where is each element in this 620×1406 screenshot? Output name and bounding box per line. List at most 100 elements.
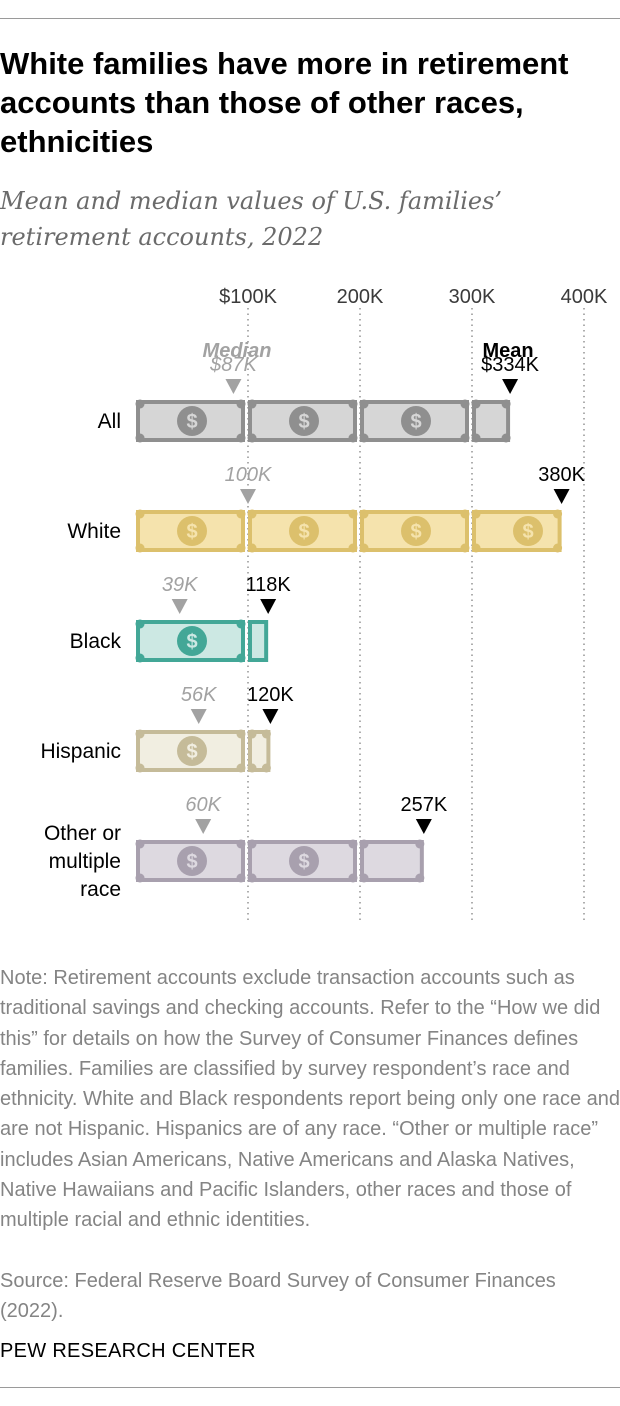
- row-0: All $ $ $ $87K $334K: [98, 354, 540, 443]
- bill-corner: [471, 433, 481, 443]
- category-label: race: [80, 878, 121, 901]
- dollar-coin-icon: [289, 406, 319, 436]
- bill-corner: [359, 399, 369, 409]
- dollar-coin-icon: [401, 516, 431, 546]
- tick-label-1: 200K: [337, 286, 384, 308]
- bill-corner: [359, 839, 369, 849]
- bill-corner: [236, 873, 246, 883]
- chart-subtitle: Mean and median values of U.S. families’…: [0, 187, 503, 251]
- dollar-sign-icon: $: [410, 411, 421, 433]
- bill-corner: [247, 399, 257, 409]
- dollar-sign-icon: $: [410, 521, 421, 543]
- bill-corner: [135, 399, 145, 409]
- bill-corner: [501, 433, 511, 443]
- dollar-coin-icon: [289, 846, 319, 876]
- bill-corner: [236, 509, 246, 519]
- bill-bar: $: [247, 509, 358, 553]
- bill-corner: [553, 509, 563, 519]
- bill-corner: [348, 839, 358, 849]
- median-marker-icon: [240, 489, 256, 504]
- bill-inner: [252, 624, 265, 658]
- bill-corner: [460, 399, 470, 409]
- bill-corner: [348, 433, 358, 443]
- bill-bar: $: [359, 399, 470, 443]
- bill-corner: [135, 729, 145, 739]
- median-value-label: 60K: [185, 794, 222, 816]
- bill-bar: [471, 399, 511, 443]
- bill-corner: [247, 839, 257, 849]
- bill-bar: $: [135, 509, 246, 553]
- bill-bar: [359, 839, 425, 883]
- bill-corner: [236, 763, 246, 773]
- bill-bar: [248, 620, 269, 662]
- bill-corner: [415, 873, 425, 883]
- row-4: Other or multiple race $ $60K 257K: [44, 794, 448, 901]
- median-value-label: 56K: [181, 684, 218, 706]
- bill-corner: [135, 433, 145, 443]
- mean-value-label: 257K: [400, 794, 447, 816]
- bill-corner: [135, 619, 145, 629]
- bill-corner: [359, 433, 369, 443]
- category-label: White: [67, 520, 121, 543]
- bottom-rule: [0, 1387, 620, 1388]
- mean-marker-icon: [415, 819, 432, 834]
- median-marker-icon: [195, 819, 212, 834]
- bill-bar: $: [471, 509, 563, 553]
- bill-corner: [261, 729, 271, 739]
- pew-logo-text: PEW RESEARCH CENTER: [0, 1340, 256, 1362]
- median-legend-label: Median: [203, 340, 272, 362]
- dollar-sign-icon: $: [186, 741, 197, 763]
- bill-bar: $: [359, 509, 470, 553]
- gridlines: [247, 308, 585, 920]
- tick-label-0: $100K: [219, 286, 277, 308]
- dollar-coin-icon: [289, 516, 319, 546]
- bill-corner: [359, 509, 369, 519]
- mean-marker-icon: [502, 379, 519, 394]
- bill-corner: [135, 509, 145, 519]
- mean-value-label: 120K: [247, 684, 294, 706]
- bill-corner: [247, 729, 257, 739]
- bill-corner: [236, 433, 246, 443]
- bill-corner: [359, 543, 369, 553]
- dollar-sign-icon: $: [522, 521, 533, 543]
- mean-value-label: $334K: [481, 354, 539, 376]
- dollar-coin-icon: [177, 846, 207, 876]
- category-label: Hispanic: [40, 740, 121, 763]
- bill-corner: [135, 543, 145, 553]
- median-value-label: 39K: [162, 574, 199, 596]
- bill-bar: $: [135, 729, 246, 773]
- bill-bar: [247, 729, 271, 773]
- dollar-coin-icon: [177, 516, 207, 546]
- bill-corner: [348, 399, 358, 409]
- bill-corner: [261, 763, 271, 773]
- retirement-accounts-chart: $100K 200K 300K 400K Median Mean All $ $ $ $87K…: [40, 286, 608, 920]
- category-label: Black: [70, 630, 122, 653]
- dollar-coin-icon: [513, 516, 543, 546]
- dollar-coin-icon: [401, 406, 431, 436]
- mean-marker-icon: [260, 599, 277, 614]
- bill-corner: [236, 543, 246, 553]
- bill-corner: [359, 873, 369, 883]
- bill-bar: $: [247, 839, 358, 883]
- tick-label-2: 300K: [449, 286, 496, 308]
- row-3: Hispanic $56K 120K: [40, 684, 294, 773]
- median-value-label: $87K: [209, 354, 258, 376]
- bill-bar: $: [247, 399, 358, 443]
- bill-corner: [460, 543, 470, 553]
- category-label: Other or: [44, 822, 121, 845]
- bill-bar: $: [135, 619, 246, 663]
- bill-corner: [501, 399, 511, 409]
- bill-corner: [471, 399, 481, 409]
- row-1: White $ $ $ $100K 380K: [67, 464, 586, 553]
- mean-value-label: 380K: [538, 464, 585, 486]
- dollar-coin-icon: [177, 626, 207, 656]
- bill-corner: [135, 653, 145, 663]
- row-2: Black $39K 118K: [70, 574, 291, 663]
- bill-corner: [415, 839, 425, 849]
- dollar-sign-icon: $: [186, 851, 197, 873]
- bill-corner: [247, 763, 257, 773]
- tick-label-3: 400K: [561, 286, 608, 308]
- bill-inner: [476, 404, 507, 438]
- mean-legend-label: Mean: [482, 340, 533, 362]
- bill-corner: [471, 509, 481, 519]
